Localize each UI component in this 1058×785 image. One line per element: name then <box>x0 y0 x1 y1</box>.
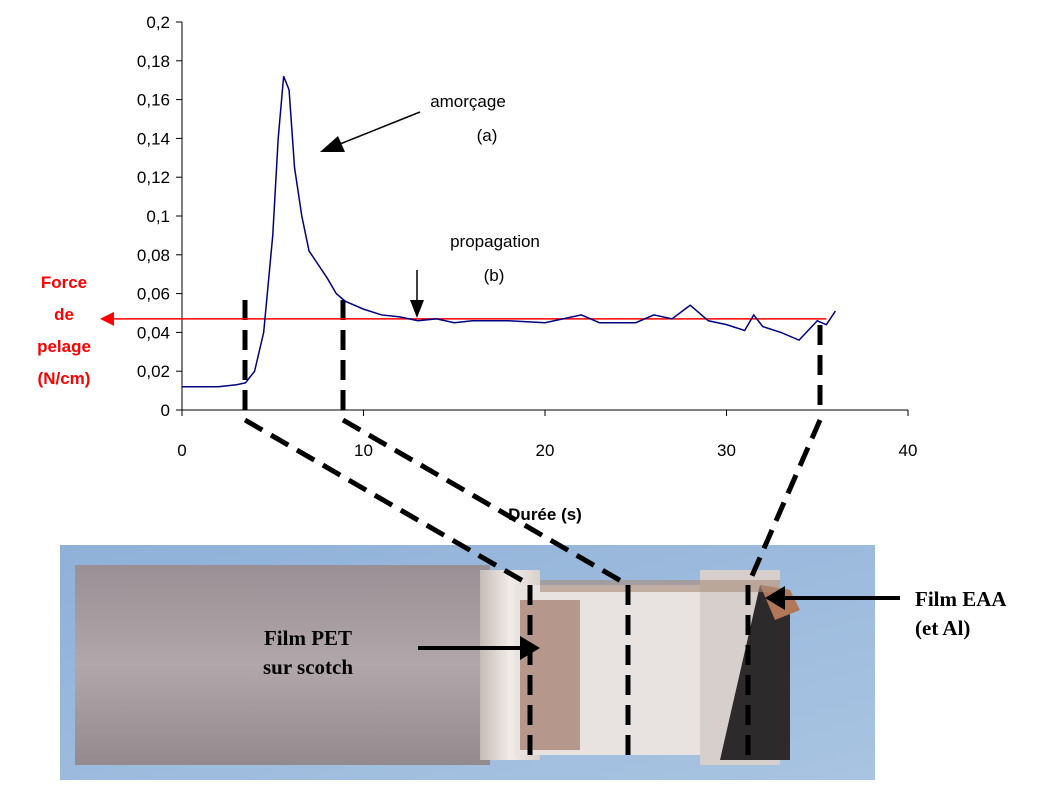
reference-label: (N/cm) <box>38 369 91 388</box>
y-tick-label: 0,06 <box>137 285 170 304</box>
arrow-head <box>765 586 785 610</box>
photo-label: sur scotch <box>263 655 353 679</box>
annotation: (a) <box>477 126 498 145</box>
y-tick-label: 0,18 <box>137 52 170 71</box>
y-tick-label: 0,14 <box>137 129 170 148</box>
reference-arrow <box>100 311 114 326</box>
y-tick-label: 0,16 <box>137 91 170 110</box>
arrow-head <box>410 300 424 318</box>
reference-label: Force <box>41 273 87 292</box>
x-tick-label: 10 <box>354 441 373 460</box>
photo-label: Film EAA <box>915 587 1007 611</box>
photo-label: (et Al) <box>915 616 970 640</box>
data-line <box>182 76 837 388</box>
y-tick-label: 0,1 <box>146 207 170 226</box>
x-tick-label: 40 <box>899 441 918 460</box>
x-tick-label: 0 <box>177 441 186 460</box>
annotation: (b) <box>484 266 505 285</box>
y-tick-label: 0,02 <box>137 362 170 381</box>
y-tick-label: 0 <box>161 401 170 420</box>
x-tick-label: 30 <box>717 441 736 460</box>
y-tick-label: 0,2 <box>146 13 170 32</box>
arrow <box>329 111 421 149</box>
annotation: propagation <box>450 232 540 251</box>
reference-label: pelage <box>37 337 91 356</box>
x-tick-label: 20 <box>536 441 555 460</box>
photo-label: Film PET <box>264 626 352 650</box>
y-tick-label: 0,12 <box>137 168 170 187</box>
arrow-head <box>520 636 540 660</box>
y-tick-label: 0,08 <box>137 246 170 265</box>
y-tick-label: 0,04 <box>137 323 170 342</box>
x-axis-label: Durée (s) <box>508 505 582 524</box>
annotation: amorçage <box>430 92 506 111</box>
reference-label: de <box>54 305 74 324</box>
arrow-head <box>320 136 345 152</box>
photo <box>60 545 875 780</box>
